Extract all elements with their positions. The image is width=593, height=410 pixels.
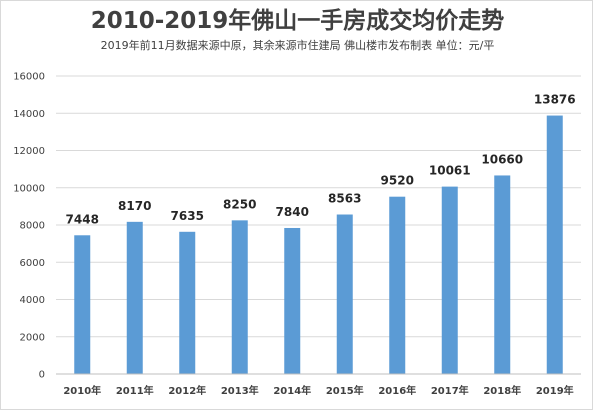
x-tick-label: 2016年 (378, 384, 416, 397)
bars (74, 115, 563, 374)
bar (494, 175, 511, 374)
y-tick-label: 10000 (13, 183, 45, 194)
bar (546, 115, 563, 374)
gridlines (56, 75, 581, 338)
y-tick-label: 2000 (20, 332, 45, 343)
bar (179, 231, 196, 374)
data-label: 8250 (223, 197, 256, 211)
bar (336, 214, 353, 374)
x-tick-label: 2017年 (431, 384, 469, 397)
y-tick-label: 6000 (20, 258, 45, 269)
data-label: 8563 (328, 192, 361, 206)
y-tick-label: 16000 (13, 72, 45, 83)
data-label: 7840 (276, 205, 309, 219)
chart-subtitle: 2019年前11月数据来源中原，其余来源市住建局 佛山楼市发布制表 单位：元/平 (100, 39, 495, 52)
x-tick-label: 2010年 (63, 384, 101, 397)
x-tick-label: 2014年 (273, 384, 311, 397)
x-tick-label: 2012年 (168, 384, 206, 397)
y-tick-label: 8000 (20, 221, 45, 232)
x-tick-label: 2011年 (116, 384, 154, 397)
data-label: 10061 (429, 164, 471, 178)
bar (441, 186, 458, 374)
labels: 0 2000 4000 6000 8000 10000 12000 14000 16000 744… (13, 72, 575, 398)
data-label: 7635 (171, 209, 204, 223)
y-tick-label: 12000 (13, 146, 45, 157)
x-tick-label: 2019年 (536, 384, 574, 397)
data-label: 9520 (381, 174, 414, 188)
bar (231, 220, 248, 374)
x-tick-label: 2015年 (326, 384, 364, 397)
x-tick-label: 2013年 (221, 384, 259, 397)
data-label: 8170 (118, 199, 151, 213)
bar (126, 221, 143, 374)
y-tick-label: 4000 (20, 295, 45, 306)
bar (389, 196, 406, 374)
data-label: 7448 (66, 212, 99, 226)
bar (74, 235, 91, 374)
data-label: 13876 (534, 93, 576, 107)
x-tick-label: 2018年 (483, 384, 521, 397)
y-tick-label: 14000 (13, 109, 45, 120)
bar (284, 227, 301, 374)
data-label: 10660 (481, 152, 523, 166)
y-tick-label: 0 (39, 370, 45, 381)
chart-title: 2010-2019年佛山一手房成交均价走势 (90, 8, 505, 34)
